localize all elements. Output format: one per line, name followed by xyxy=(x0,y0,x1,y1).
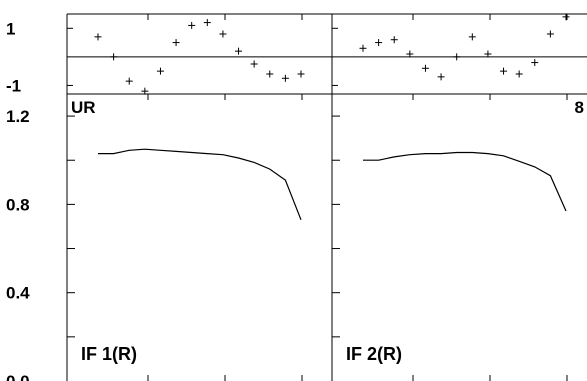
residual-point xyxy=(250,60,258,68)
y-tick-label-top: 1 xyxy=(6,19,15,38)
residual-point xyxy=(203,19,211,27)
residual-point xyxy=(125,77,133,85)
residual-point xyxy=(546,30,554,38)
residual-point xyxy=(235,47,243,55)
residual-point xyxy=(515,70,523,78)
residual-markers xyxy=(94,13,570,95)
panel-frames xyxy=(66,13,587,381)
residual-point xyxy=(421,64,429,72)
residual-point xyxy=(110,53,118,61)
residual-point xyxy=(219,30,227,38)
y-tick-label-bottom: 1.2 xyxy=(6,107,30,126)
corner-label-right: 8 xyxy=(575,98,584,117)
y-tick-label-bottom: 0.8 xyxy=(6,195,30,214)
residual-point xyxy=(453,53,461,61)
residual-point xyxy=(375,39,383,47)
ratio-curve-2 xyxy=(363,151,567,212)
residual-point xyxy=(266,70,274,78)
panel-label-1: IF 1(R) xyxy=(81,344,137,364)
ratio-curves xyxy=(98,148,567,221)
residual-point xyxy=(468,33,476,41)
y-tick-label-top: -1 xyxy=(6,76,21,95)
residual-point xyxy=(141,87,149,95)
ratio-curve-1 xyxy=(98,148,302,221)
residual-point xyxy=(500,67,508,75)
residual-point xyxy=(390,36,398,44)
residual-point xyxy=(172,39,180,47)
y-tick-label-bottom: 0.4 xyxy=(6,284,30,303)
panel-labels: UR 8 IF 1(R) IF 2(R) xyxy=(71,98,584,364)
residual-point xyxy=(156,67,164,75)
residual-point xyxy=(188,21,196,29)
residual-point xyxy=(437,73,445,81)
residual-point xyxy=(281,74,289,82)
y-tick-labels: 0.0 0.4 0.8 1.2 -1 1 xyxy=(6,19,30,381)
residual-point xyxy=(562,13,570,21)
panel-label-2: IF 2(R) xyxy=(346,344,402,364)
y-tick-label-bottom: 0.0 xyxy=(6,372,30,381)
residual-point xyxy=(531,59,539,67)
residual-point xyxy=(94,33,102,41)
residual-point xyxy=(484,50,492,58)
corner-label-left: UR xyxy=(71,98,96,117)
axis-ticks xyxy=(67,14,568,381)
residual-point xyxy=(359,44,367,52)
residual-point xyxy=(406,50,414,58)
residual-point xyxy=(297,70,305,78)
